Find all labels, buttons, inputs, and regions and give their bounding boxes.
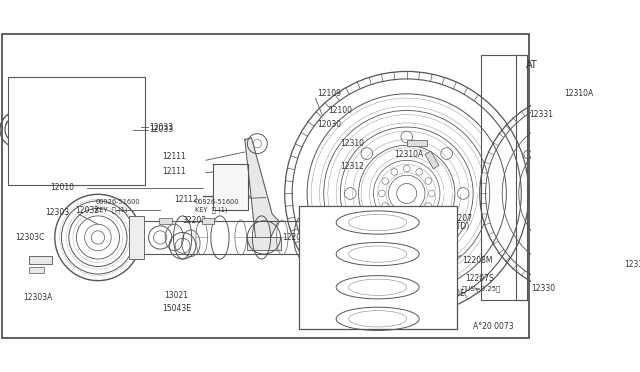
Text: 12207: 12207 [357, 243, 379, 249]
Text: (STD): (STD) [374, 317, 393, 324]
Text: 12030: 12030 [317, 120, 341, 129]
Text: 12207: 12207 [448, 214, 472, 223]
Text: 12033: 12033 [149, 125, 173, 134]
Text: 13021: 13021 [164, 291, 188, 300]
Text: 32202: 32202 [182, 217, 207, 225]
Text: 12330: 12330 [531, 285, 556, 294]
Bar [407, 140, 428, 146]
Text: 12032: 12032 [75, 206, 99, 215]
Text: 12100: 12100 [328, 106, 352, 115]
Text: 12310A: 12310A [564, 89, 594, 98]
Text: 12207: 12207 [372, 308, 395, 314]
Bar [29, 266, 44, 273]
Text: 12111: 12111 [162, 167, 186, 176]
Text: 12310: 12310 [340, 139, 364, 148]
Text: 12303A: 12303A [23, 293, 52, 302]
Bar [202, 218, 214, 224]
Text: 12207: 12207 [372, 275, 395, 281]
Text: 00926-51600: 00926-51600 [195, 199, 240, 205]
Text: 12207S: 12207S [465, 275, 493, 283]
Text: 12207-: 12207- [303, 213, 328, 219]
Bar [29, 256, 52, 264]
Text: KEY  キ-(1): KEY キ-(1) [195, 207, 228, 214]
Text: 12331: 12331 [529, 110, 554, 119]
Text: (STD): (STD) [374, 284, 393, 291]
Text: 12333: 12333 [624, 260, 640, 269]
Text: 12112: 12112 [174, 195, 198, 204]
Text: (STD): (STD) [303, 222, 323, 228]
Text: 12033: 12033 [149, 122, 173, 132]
Text: 12207: 12207 [408, 243, 431, 249]
Text: AT: AT [525, 60, 537, 70]
Text: 15043E: 15043E [162, 304, 191, 312]
Text: 12111: 12111 [162, 152, 186, 161]
Text: 12312: 12312 [340, 161, 364, 171]
Text: 12200: 12200 [282, 233, 306, 242]
Text: (STD): (STD) [448, 222, 470, 231]
Bar [129, 216, 143, 259]
Text: 12303: 12303 [45, 208, 70, 217]
Text: 12208M: 12208M [462, 256, 493, 265]
Text: 12109: 12109 [317, 89, 341, 98]
Polygon shape [245, 138, 279, 239]
Bar [213, 164, 248, 210]
Bar [247, 237, 280, 250]
Bar [159, 218, 172, 224]
Text: 12010: 12010 [50, 183, 74, 192]
Text: 12303C: 12303C [15, 233, 44, 242]
Text: 00926-51600: 00926-51600 [95, 199, 140, 205]
Bar [299, 206, 456, 329]
Bar [8, 77, 145, 185]
Text: 〈US=0.25〉: 〈US=0.25〉 [461, 286, 501, 292]
Text: (STD): (STD) [408, 251, 428, 258]
Text: 12310A: 12310A [394, 150, 424, 159]
Bar [425, 151, 439, 169]
Text: A°20 0073: A°20 0073 [473, 322, 514, 331]
Text: (STD): (STD) [357, 251, 376, 258]
Bar [481, 55, 527, 300]
Text: KEY  キ-(1): KEY キ-(1) [95, 207, 128, 214]
Text: 12310E: 12310E [436, 289, 465, 298]
